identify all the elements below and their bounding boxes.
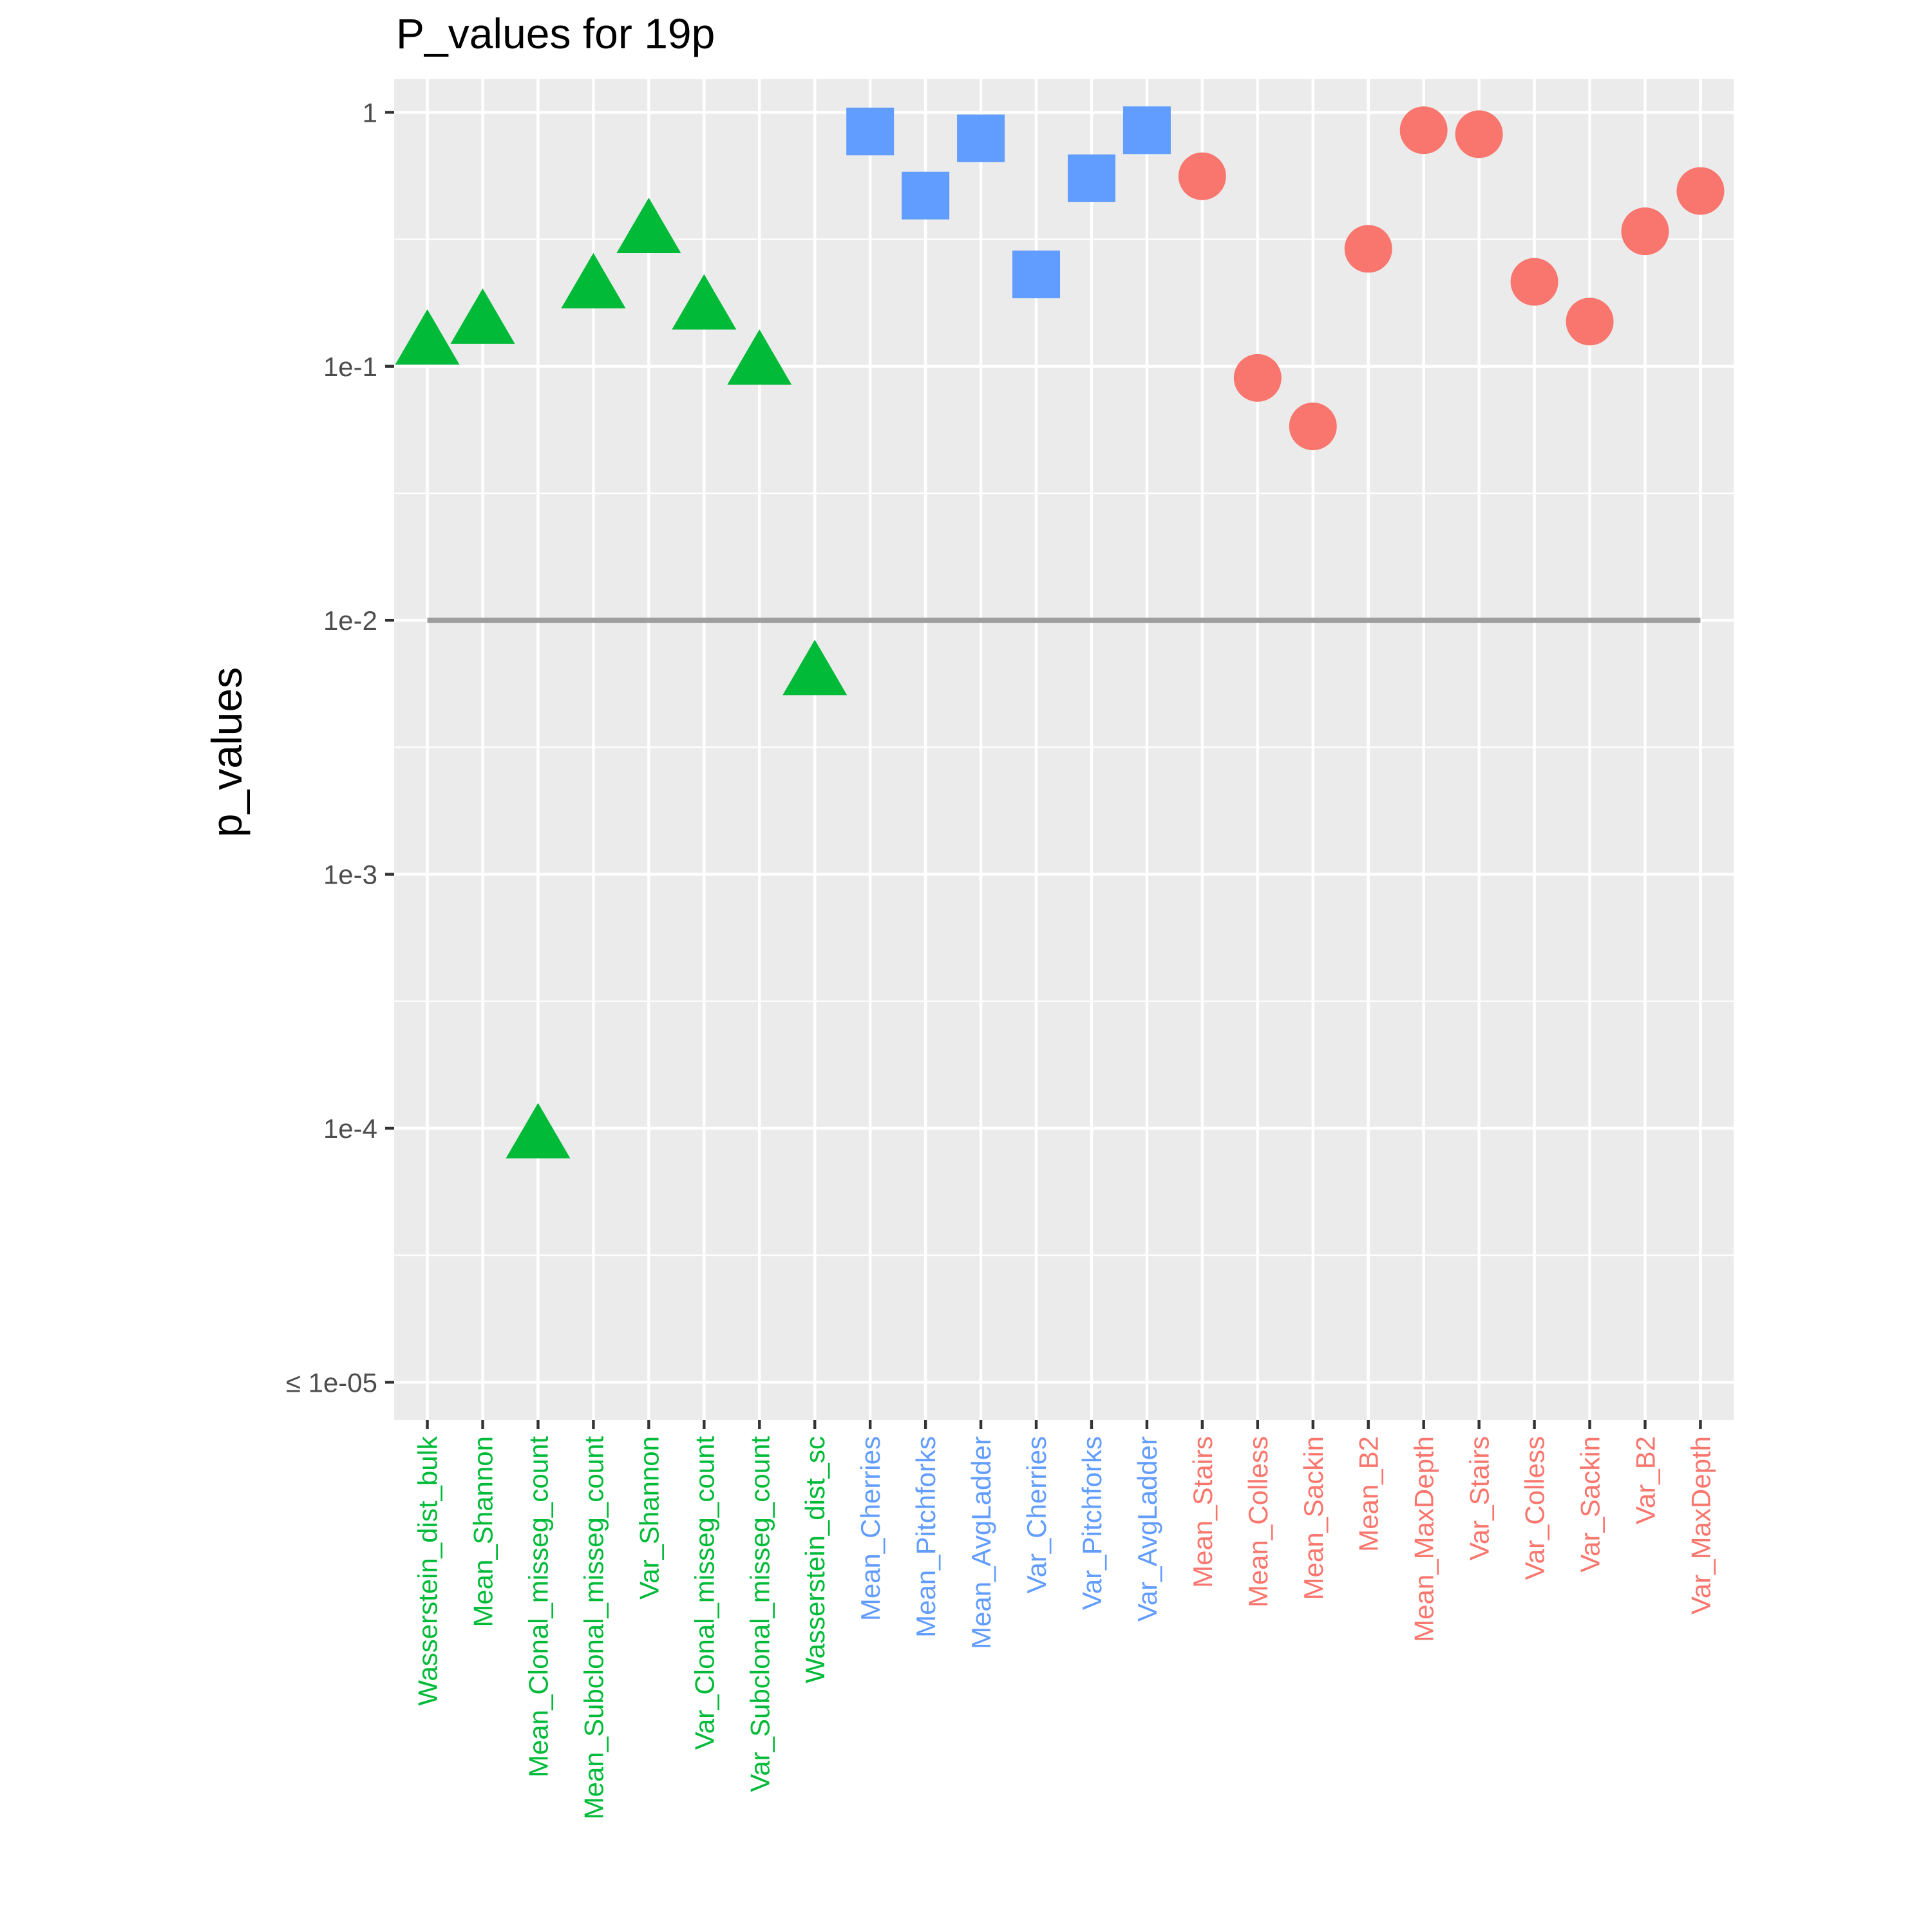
data-point-circle [1566,298,1614,346]
data-point-square [1012,251,1061,299]
data-point-circle [1233,354,1282,402]
x-tick-label: Mean_Subclonal_misseg_count [578,1436,609,1820]
y-tick-label: 1e-4 [323,1113,377,1144]
chart-title: P_values for 19p [396,10,715,57]
x-tick-label: Var_Sackin [1575,1436,1605,1573]
x-tick-label: Mean_Stairs [1188,1436,1218,1588]
x-tick-label: Mean_Colless [1243,1436,1273,1607]
x-tick-label: Var_Colless [1520,1436,1550,1580]
x-tick-label: Mean_Clonal_misseg_count [523,1436,553,1777]
data-point-circle [1289,402,1337,451]
y-axis-title: p_values [203,667,251,837]
data-point-triangle [672,274,737,330]
data-markers [395,106,1725,1159]
x-tick-label: Var_Clonal_misseg_count [689,1436,719,1750]
x-tick-label: Var_MaxDepth [1685,1436,1716,1615]
data-point-square [1067,154,1115,202]
data-point-circle [1399,106,1448,155]
data-point-circle [1455,110,1503,158]
x-tick-label: Var_Subclonal_misseg_count [744,1436,775,1792]
data-point-circle [1621,207,1669,256]
y-tick-label: 1 [363,97,377,128]
x-tick-label: Var_AvgLadder [1132,1436,1162,1622]
major-gridlines [394,79,1734,1420]
x-tick-label: Wasserstein_dist_sc [800,1436,830,1683]
y-tick-label: ≤ 1e-05 [286,1367,377,1397]
data-point-circle [1676,167,1725,215]
minor-gridlines [394,238,1734,1256]
x-tick-label: Var_Pitchforks [1077,1436,1107,1610]
x-axis-ticks: Wasserstein_dist_bulk Mean_Shannon Mean_Cl… [413,1420,1716,1819]
data-point-triangle [450,288,515,344]
x-tick-label: Mean_Shannon [468,1436,498,1627]
x-tick-label: Mean_Sackin [1298,1436,1329,1600]
data-point-square [902,171,950,220]
x-tick-label: Mean_Cherries [855,1436,886,1621]
y-tick-label: 1e-2 [323,605,377,636]
x-tick-label: Mean_MaxDepth [1409,1436,1439,1642]
data-point-circle [1510,258,1558,306]
x-tick-label: Wasserstein_dist_bulk [413,1435,443,1706]
data-point-triangle [506,1103,571,1159]
data-point-circle [1344,225,1392,273]
data-point-circle [1178,152,1226,200]
x-tick-label: Mean_AvgLadder [966,1436,996,1649]
data-point-square [957,114,1005,162]
x-tick-label: Var_Cherries [1021,1436,1052,1593]
x-tick-label: Var_B2 [1630,1436,1660,1524]
data-point-triangle [395,309,460,365]
x-tick-label: Mean_Pitchforks [911,1436,941,1638]
x-tick-label: Var_Shannon [634,1436,664,1600]
data-point-triangle [727,329,792,385]
y-tick-label: 1e-1 [323,352,377,382]
x-tick-label: Var_Stairs [1464,1436,1495,1560]
y-axis-ticks: 1 1e-1 1e-2 1e-3 1e-4 ≤ 1e-05 [286,97,394,1397]
data-point-triangle [616,197,681,253]
data-point-square [846,108,895,156]
y-tick-label: 1e-3 [323,860,377,890]
x-tick-label: Mean_B2 [1354,1436,1384,1552]
data-point-square [1122,106,1171,155]
data-point-triangle [561,252,626,308]
data-point-triangle [782,639,848,696]
